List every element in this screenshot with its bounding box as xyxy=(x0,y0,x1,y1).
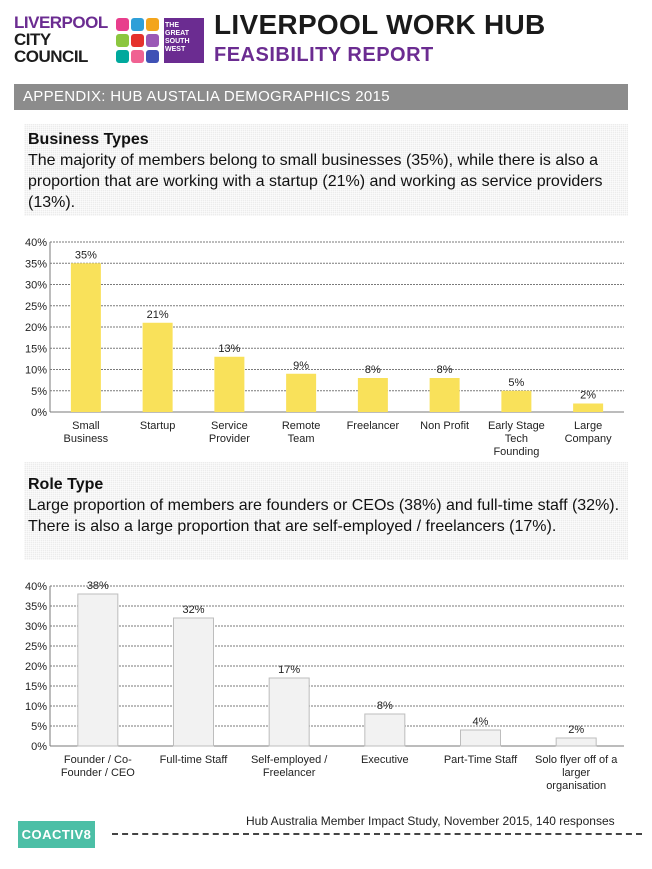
role-type-category-label: Solo flyer off of a xyxy=(535,754,618,766)
business-types-bar xyxy=(70,263,101,412)
role-type-bar xyxy=(173,617,214,747)
role-type-ytick-label: 40% xyxy=(25,581,47,593)
business-types-ytick-label: 25% xyxy=(25,301,47,313)
role-type-panel xyxy=(24,462,628,560)
business-types-ytick-label: 5% xyxy=(31,386,47,398)
footer-divider xyxy=(112,833,642,835)
business-types-category-label: Provider xyxy=(209,433,250,445)
role-type-bar xyxy=(268,677,310,747)
great-south-west-logo: THE GREAT SOUTH WEST xyxy=(116,18,204,63)
business-types-category-label: Non Profit xyxy=(420,420,469,432)
role-type-category-label: Executive xyxy=(361,754,409,766)
report-subtitle: FEASIBILITY REPORT xyxy=(214,44,434,66)
role-type-category-label: Founder / Co- xyxy=(64,754,132,766)
business-types-data-label: 8% xyxy=(437,364,453,376)
role-type-data-label: 38% xyxy=(87,580,109,592)
business-types-data-label: 21% xyxy=(147,309,169,321)
report-title: LIVERPOOL WORK HUB xyxy=(214,9,546,40)
business-types-bar xyxy=(286,373,317,412)
business-types-data-label: 35% xyxy=(75,249,97,261)
business-types-category-label: Tech xyxy=(505,433,528,445)
business-types-data-label: 8% xyxy=(365,364,381,376)
business-types-bar xyxy=(357,378,388,412)
business-types-category-label: Service xyxy=(211,420,248,432)
business-types-ytick-label: 10% xyxy=(25,365,47,377)
business-types-bar xyxy=(429,378,460,412)
business-types-bar xyxy=(573,403,604,412)
role-type-category-label: larger xyxy=(562,767,590,779)
business-types-ytick-label: 0% xyxy=(31,407,47,419)
business-types-category-label: Small xyxy=(72,420,100,432)
appendix-banner: APPENDIX: HUB AUSTALIA DEMOGRAPHICS 2015 xyxy=(14,84,628,110)
business-types-data-label: 9% xyxy=(293,360,309,372)
role-type-ytick-label: 35% xyxy=(25,601,47,613)
business-types-panel xyxy=(24,124,628,216)
role-type-bar xyxy=(77,593,119,747)
role-type-category-label: Self-employed / xyxy=(251,754,328,766)
liverpool-city-council-logo: LIVERPOOL CITY COUNCIL xyxy=(14,13,108,66)
business-types-data-label: 5% xyxy=(508,377,524,389)
business-types-category-label: Team xyxy=(288,433,315,445)
business-types-category-label: Founding xyxy=(493,446,539,458)
business-types-ytick-label: 15% xyxy=(25,343,47,355)
role-type-data-label: 4% xyxy=(473,716,489,728)
role-type-data-label: 2% xyxy=(568,724,584,736)
business-types-ytick-label: 40% xyxy=(25,237,47,249)
business-types-bar xyxy=(501,390,532,412)
business-types-data-label: 2% xyxy=(580,390,596,402)
business-types-ytick-label: 35% xyxy=(25,258,47,270)
business-types-bar xyxy=(214,356,245,412)
business-types-bar xyxy=(142,322,173,412)
role-type-data-label: 8% xyxy=(377,700,393,712)
business-types-category-label: Startup xyxy=(140,420,175,432)
role-type-body: Large proportion of members are founders… xyxy=(28,497,620,535)
role-type-data-label: 32% xyxy=(182,604,204,616)
business-types-category-label: Remote xyxy=(282,420,321,432)
business-types-title: Business Types xyxy=(28,131,149,148)
role-type-chart: 0% 5% 10% 15% 20% 25% 30% 35% 40% 38% Founder / Co… xyxy=(25,580,624,792)
role-type-ytick-label: 5% xyxy=(31,721,47,733)
role-type-ytick-label: 15% xyxy=(25,681,47,693)
role-type-category-label: Freelancer xyxy=(263,767,316,779)
business-types-ytick-label: 30% xyxy=(25,280,47,292)
role-type-ytick-label: 30% xyxy=(25,621,47,633)
role-type-data-label: 17% xyxy=(278,664,300,676)
role-type-category-label: Part-Time Staff xyxy=(444,754,518,766)
business-types-category-label: Company xyxy=(565,433,613,445)
source-note: Hub Australia Member Impact Study, Novem… xyxy=(246,814,615,828)
business-types-category-label: Large xyxy=(574,420,602,432)
role-type-category-label: organisation xyxy=(546,780,606,792)
role-type-ytick-label: 0% xyxy=(31,741,47,753)
role-type-category-label: Founder / CEO xyxy=(61,767,135,779)
business-types-category-label: Business xyxy=(64,433,109,445)
role-type-ytick-label: 10% xyxy=(25,701,47,713)
role-type-bar xyxy=(460,729,501,747)
coactiv8-logo: COACTIV8 xyxy=(18,821,95,848)
business-types-chart: 0% 5% 10% 15% 20% 25% 30% 35% 40% 35% SmallBusines… xyxy=(25,237,624,458)
role-type-ytick-label: 25% xyxy=(25,641,47,653)
role-type-bar xyxy=(364,713,406,747)
role-type-title: Role Type xyxy=(28,476,104,493)
role-type-bar xyxy=(555,737,597,747)
business-types-data-label: 13% xyxy=(218,343,240,355)
role-type-ytick-label: 20% xyxy=(25,661,47,673)
business-types-body: The majority of members belong to small … xyxy=(28,152,603,211)
business-types-category-label: Freelancer xyxy=(347,420,400,432)
business-types-ytick-label: 20% xyxy=(25,322,47,334)
role-type-category-label: Full-time Staff xyxy=(160,754,229,766)
appendix-banner-text: APPENDIX: HUB AUSTALIA DEMOGRAPHICS 2015 xyxy=(23,88,390,105)
business-types-category-label: Early Stage xyxy=(488,420,545,432)
